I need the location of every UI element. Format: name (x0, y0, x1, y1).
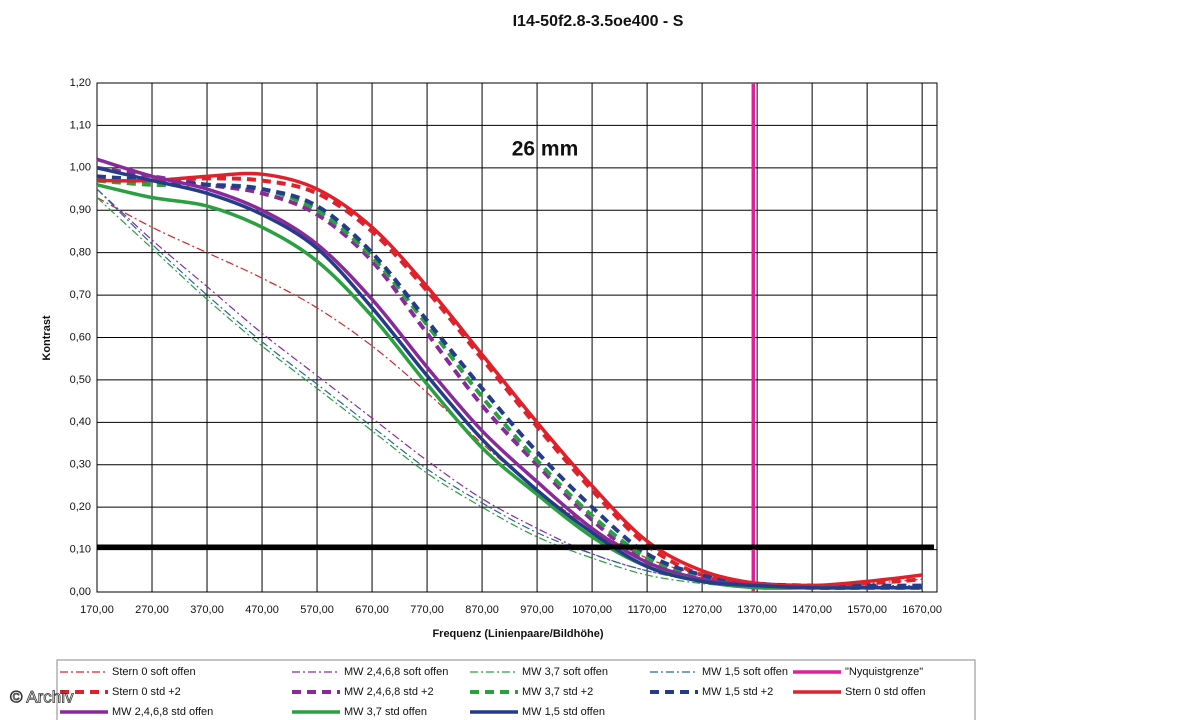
x-tick-label: 370,00 (190, 604, 224, 616)
x-tick-label: 270,00 (135, 604, 169, 616)
annotation: 26 mm (512, 138, 579, 161)
y-tick-label: 0,90 (70, 204, 91, 216)
x-tick-label: 1270,00 (682, 604, 722, 616)
legend-label: Stern 0 soft offen (112, 666, 196, 678)
series-line (96, 178, 923, 590)
y-tick-label: 0,40 (70, 416, 91, 428)
x-tick-label: 1170,00 (628, 604, 667, 616)
x-tick-label: 870,00 (465, 604, 499, 616)
series-line (96, 157, 923, 590)
x-tick-label: 1470,00 (792, 604, 832, 616)
watermark: © Archiv (10, 687, 74, 706)
y-tick-label: 1,10 (70, 119, 91, 131)
y-tick-label: 0,70 (70, 289, 91, 301)
y-tick-label: 0,10 (70, 543, 91, 555)
y-tick-label: 1,20 (70, 77, 91, 89)
legend-label: MW 2,4,6,8 std offen (112, 706, 213, 718)
y-tick-label: 0,00 (70, 586, 91, 598)
series-line (96, 166, 923, 590)
legend-label: Stern 0 std +2 (112, 686, 181, 698)
series-line (96, 176, 923, 588)
x-tick-label: 570,00 (300, 604, 334, 616)
x-tick-label: 1570,00 (847, 604, 887, 616)
legend-box (56, 659, 976, 720)
legend-label: MW 1,5 std offen (522, 706, 605, 718)
series-line (96, 165, 923, 590)
legend-label: Stern 0 std offen (845, 686, 926, 698)
legend-label: MW 1,5 soft offen (702, 666, 788, 678)
x-tick-label: 1070,00 (572, 604, 612, 616)
y-tick-label: 0,60 (70, 331, 91, 343)
x-tick-label: 770,00 (410, 604, 444, 616)
legend-label: MW 3,7 soft offen (522, 666, 608, 678)
y-tick-label: 0,30 (70, 459, 91, 471)
x-tick-label: 1370,00 (737, 604, 777, 616)
x-tick-label: 670,00 (355, 604, 389, 616)
y-tick-label: 0,50 (70, 374, 91, 386)
y-tick-label: 1,00 (70, 162, 91, 174)
legend-label: MW 1,5 std +2 (702, 686, 773, 698)
legend-label: MW 3,7 std offen (344, 706, 427, 718)
x-tick-label: 970,00 (520, 604, 554, 616)
x-axis-label: Frequenz (Linienpaare/Bildhöhe) (432, 628, 603, 640)
y-tick-label: 0,20 (70, 501, 91, 513)
legend-label: MW 2,4,6,8 std +2 (344, 686, 434, 698)
legend-label: MW 3,7 std +2 (522, 686, 593, 698)
series-line (96, 174, 923, 588)
x-tick-label: 170,00 (80, 604, 114, 616)
y-tick-label: 0,80 (70, 247, 91, 259)
legend-label: "Nyquistgrenze" (845, 666, 923, 678)
x-tick-label: 1670,00 (902, 604, 942, 616)
legend-label: MW 2,4,6,8 soft offen (344, 666, 448, 678)
chart-title: I14-50f2.8-3.5oe400 - S (513, 13, 684, 30)
x-tick-label: 470,00 (245, 604, 279, 616)
plot-frame (96, 82, 938, 593)
y-axis-label: Kontrast (41, 315, 53, 361)
